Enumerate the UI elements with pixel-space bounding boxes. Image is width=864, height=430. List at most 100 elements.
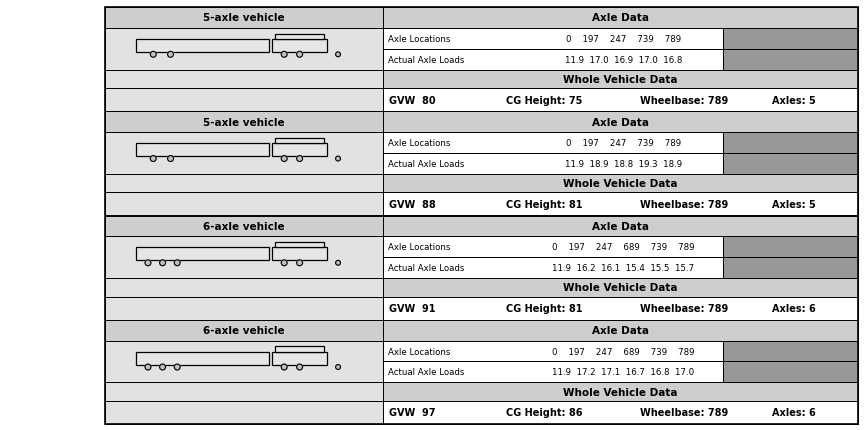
Text: Whole Vehicle Data: Whole Vehicle Data <box>563 178 677 189</box>
Circle shape <box>335 157 340 162</box>
Text: Whole Vehicle Data: Whole Vehicle Data <box>563 75 677 85</box>
Bar <box>105 71 383 89</box>
Circle shape <box>160 364 166 370</box>
Bar <box>105 216 383 237</box>
Text: GVW  97: GVW 97 <box>389 408 435 418</box>
Text: Axles: 6: Axles: 6 <box>772 408 816 418</box>
Bar <box>105 278 383 297</box>
Bar <box>136 144 269 157</box>
Circle shape <box>282 156 287 162</box>
Text: Actual Axle Loads: Actual Axle Loads <box>388 264 464 273</box>
Bar <box>136 352 269 365</box>
Bar <box>105 401 383 424</box>
Bar <box>276 243 324 248</box>
Text: Wheelbase: 789: Wheelbase: 789 <box>639 200 727 209</box>
Circle shape <box>282 260 287 266</box>
Bar <box>105 29 383 71</box>
Text: 0    197    247    689    739    789: 0 197 247 689 739 789 <box>552 243 695 252</box>
Text: 5-axle vehicle: 5-axle vehicle <box>203 117 285 127</box>
Bar <box>105 320 383 341</box>
Bar <box>722 258 858 278</box>
Circle shape <box>296 364 302 370</box>
Text: GVW  80: GVW 80 <box>389 95 435 105</box>
Circle shape <box>296 156 302 162</box>
Text: 11.9  17.2  17.1  16.7  16.8  17.0: 11.9 17.2 17.1 16.7 16.8 17.0 <box>552 368 695 377</box>
Text: 6-axle vehicle: 6-axle vehicle <box>203 326 285 335</box>
Bar <box>722 29 858 49</box>
Circle shape <box>296 52 302 58</box>
Text: 0    197    247    739    789: 0 197 247 739 789 <box>566 139 681 147</box>
Text: Axle Locations: Axle Locations <box>388 243 450 252</box>
Text: Wheelbase: 789: Wheelbase: 789 <box>639 304 727 313</box>
Bar <box>105 89 383 112</box>
Bar <box>383 382 858 401</box>
Text: Axles: 6: Axles: 6 <box>772 304 816 313</box>
Bar <box>722 341 858 362</box>
Bar <box>722 49 858 71</box>
Circle shape <box>335 261 340 266</box>
Circle shape <box>168 52 174 58</box>
Text: Axle Locations: Axle Locations <box>388 347 450 356</box>
Bar <box>383 29 722 49</box>
Bar <box>105 133 383 175</box>
Circle shape <box>335 53 340 58</box>
Bar <box>383 258 722 278</box>
Text: Wheelbase: 789: Wheelbase: 789 <box>639 408 727 418</box>
Text: 0    197    247    689    739    789: 0 197 247 689 739 789 <box>552 347 695 356</box>
Bar <box>722 237 858 258</box>
Circle shape <box>175 260 180 266</box>
Bar <box>272 248 327 261</box>
Text: Axle Data: Axle Data <box>592 326 649 335</box>
Bar <box>383 341 722 362</box>
Bar <box>383 362 722 382</box>
Bar <box>383 112 858 133</box>
Bar <box>383 154 722 175</box>
Text: Whole Vehicle Data: Whole Vehicle Data <box>563 387 677 396</box>
Circle shape <box>145 364 151 370</box>
Bar <box>722 362 858 382</box>
Text: Axles: 5: Axles: 5 <box>772 95 816 105</box>
Bar <box>136 40 269 52</box>
Text: Axle Data: Axle Data <box>592 221 649 231</box>
Circle shape <box>175 364 180 370</box>
Text: Axle Data: Axle Data <box>592 117 649 127</box>
Text: 5-axle vehicle: 5-axle vehicle <box>203 13 285 23</box>
Bar <box>105 237 383 278</box>
Bar <box>383 320 858 341</box>
Bar <box>276 138 324 144</box>
Bar <box>383 216 858 237</box>
Circle shape <box>160 260 166 266</box>
Circle shape <box>145 260 151 266</box>
Bar <box>722 133 858 154</box>
Bar <box>272 144 327 157</box>
Bar <box>383 193 858 216</box>
Bar <box>105 8 383 29</box>
Text: CG Height: 81: CG Height: 81 <box>506 304 583 313</box>
Circle shape <box>282 364 287 370</box>
Bar <box>383 401 858 424</box>
Text: Axles: 5: Axles: 5 <box>772 200 816 209</box>
Bar <box>383 133 722 154</box>
Text: 11.9  16.2  16.1  15.4  15.5  15.7: 11.9 16.2 16.1 15.4 15.5 15.7 <box>552 264 695 273</box>
Text: CG Height: 81: CG Height: 81 <box>506 200 583 209</box>
Text: 11.9  18.9  18.8  19.3  18.9: 11.9 18.9 18.8 19.3 18.9 <box>565 160 682 169</box>
Text: CG Height: 75: CG Height: 75 <box>506 95 583 105</box>
Circle shape <box>296 260 302 266</box>
Text: GVW  91: GVW 91 <box>389 304 435 313</box>
Bar <box>383 49 722 71</box>
Text: Actual Axle Loads: Actual Axle Loads <box>388 368 464 377</box>
Text: Axle Data: Axle Data <box>592 13 649 23</box>
Circle shape <box>168 156 174 162</box>
Text: CG Height: 86: CG Height: 86 <box>506 408 583 418</box>
Text: Axle Locations: Axle Locations <box>388 139 450 147</box>
Text: Whole Vehicle Data: Whole Vehicle Data <box>563 283 677 292</box>
Circle shape <box>282 52 287 58</box>
Text: 6-axle vehicle: 6-axle vehicle <box>203 221 285 231</box>
Bar <box>105 112 383 133</box>
Circle shape <box>150 52 156 58</box>
Bar <box>383 297 858 320</box>
Bar <box>105 382 383 401</box>
Circle shape <box>335 365 340 370</box>
Text: Actual Axle Loads: Actual Axle Loads <box>388 160 464 169</box>
Bar <box>105 8 858 424</box>
